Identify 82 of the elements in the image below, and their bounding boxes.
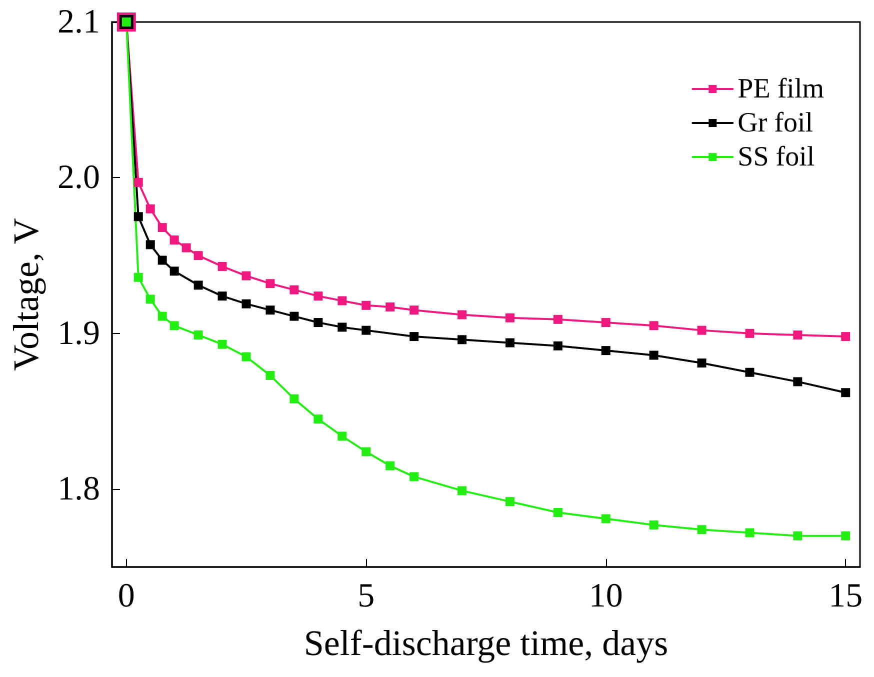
point <box>649 321 658 330</box>
y-tick-label: 2.0 <box>58 159 100 196</box>
point <box>841 388 850 398</box>
point <box>793 377 802 386</box>
point <box>290 394 299 404</box>
point <box>158 312 167 321</box>
point <box>134 272 143 282</box>
point <box>290 312 299 321</box>
x-tick-label: 5 <box>358 578 375 614</box>
point <box>841 332 850 342</box>
point <box>266 279 275 288</box>
point <box>553 341 562 350</box>
point <box>553 314 562 324</box>
x-tick-label: 10 <box>588 578 623 614</box>
point <box>793 531 802 540</box>
point <box>314 414 323 424</box>
point <box>410 306 419 315</box>
x-tick-label: 0 <box>118 578 135 614</box>
point <box>146 204 155 214</box>
point <box>242 352 251 362</box>
legend-label: PE film <box>738 74 824 104</box>
point <box>218 262 227 271</box>
x-tick-label: 15 <box>828 578 863 614</box>
point <box>745 328 754 338</box>
point <box>505 313 514 322</box>
point <box>362 326 371 335</box>
y-tick-label: 1.9 <box>58 314 100 352</box>
point <box>134 212 143 222</box>
point <box>218 340 227 349</box>
point <box>745 528 754 538</box>
point <box>194 251 203 260</box>
point <box>158 256 167 265</box>
point <box>458 310 467 320</box>
point <box>697 326 706 335</box>
point <box>649 350 658 360</box>
point <box>134 178 143 187</box>
point <box>314 292 323 301</box>
legend-label: Gr foil <box>738 108 814 138</box>
point <box>362 447 371 456</box>
point <box>841 531 850 540</box>
point <box>242 299 251 308</box>
point <box>290 285 299 294</box>
point <box>697 525 706 534</box>
point <box>170 266 179 276</box>
point <box>146 294 155 304</box>
point <box>410 472 419 482</box>
y-tick-label: 2.1 <box>58 4 100 40</box>
point <box>601 514 610 524</box>
point <box>146 240 155 250</box>
point <box>505 338 514 348</box>
point <box>745 368 754 377</box>
point <box>386 302 395 312</box>
point <box>362 300 371 310</box>
point <box>158 223 167 232</box>
point <box>194 280 203 290</box>
legend-label: SS foil <box>738 142 815 172</box>
point <box>170 321 179 330</box>
point <box>266 306 275 315</box>
point <box>242 271 251 280</box>
point <box>458 335 467 344</box>
y-axis-title: Voltage, V <box>6 218 46 371</box>
y-tick-label: 1.8 <box>58 470 100 508</box>
point <box>314 318 323 328</box>
point <box>553 508 562 517</box>
point <box>170 236 179 244</box>
point <box>386 461 395 470</box>
point <box>194 330 203 340</box>
point <box>649 520 658 530</box>
point <box>697 358 706 368</box>
point <box>266 370 275 380</box>
x-axis-title: Self-discharge time, days <box>304 623 668 663</box>
point <box>338 296 347 306</box>
point <box>410 332 419 342</box>
point <box>601 346 610 356</box>
point <box>338 432 347 441</box>
point <box>218 292 227 301</box>
point <box>458 486 467 496</box>
point <box>793 330 802 340</box>
point <box>601 318 610 328</box>
point <box>505 497 514 506</box>
point <box>182 243 191 252</box>
point <box>338 322 347 332</box>
